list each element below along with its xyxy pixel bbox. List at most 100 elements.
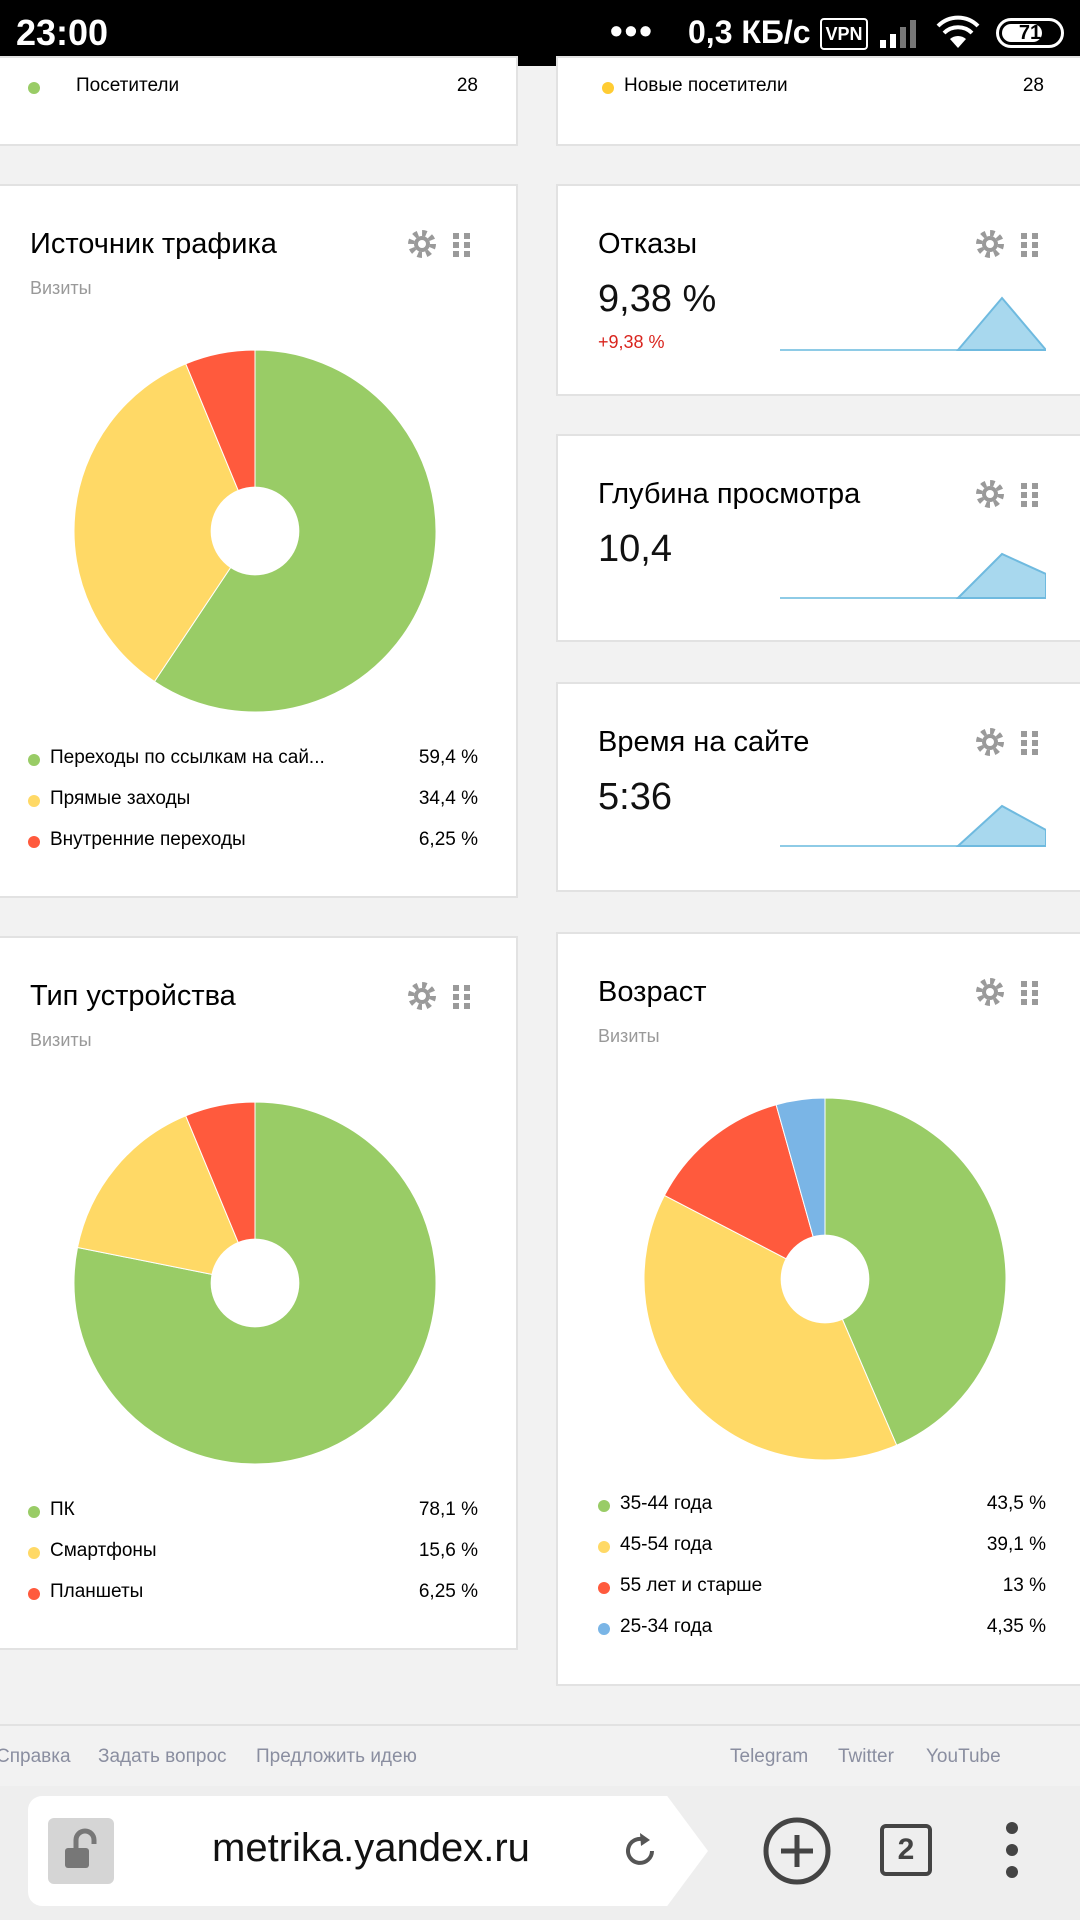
url-text[interactable]: metrika.yandex.ru [212,1826,530,1870]
new-visitors-card: Новые посетители 28 [556,56,1080,146]
gear-icon[interactable] [406,228,438,260]
legend-label: 45-54 года [620,1534,713,1555]
ask-question-link[interactable]: Задать вопрос [98,1746,227,1767]
legend-dot [28,836,40,848]
legend-dot [28,1547,40,1559]
legend-row: Посетители 28 [26,72,478,113]
signal-icon [880,20,916,48]
legend-value: 78,1 % [418,1499,478,1520]
pie-slice-3[interactable] [185,1101,256,1284]
battery-level: 71 [1018,22,1042,44]
legend-label: Планшеты [50,1581,144,1602]
gear-icon[interactable] [406,980,438,1012]
bounce-rate-value: 9,38 % [598,278,717,320]
legend-dot [598,1582,610,1594]
browser-toolbar: metrika.yandex.ru 2 [0,1786,1080,1920]
pie-slice-4[interactable] [775,1097,826,1280]
tabs-count-button[interactable]: 2 [880,1824,932,1876]
pie-slice-2[interactable] [73,363,256,683]
site-security-button[interactable] [48,1818,114,1884]
traffic-source-card: Источник трафика Визиты Переходы по ссыл… [0,184,518,898]
visitors-card: Посетители 28 [0,56,518,146]
card-title: Источник трафика [30,228,277,260]
legend-label: Переходы по ссылкам на сай... [50,747,325,768]
telegram-link[interactable]: Telegram [730,1746,809,1767]
more-menu-icon[interactable] [1000,1820,1024,1880]
legend-row: Планшеты 6,25 % [26,1578,478,1619]
legend-row: 45-54 года 39,1 % [596,1531,1046,1572]
legend-label: Внутренние переходы [50,829,246,850]
network-speed: 0,3 КБ/с [688,14,811,50]
traffic-source-legend: Переходы по ссылкам на сай... 59,4 % Пря… [26,744,478,867]
age-card: Возраст Визиты 35-44 года 43,5 % 45-54 г… [556,932,1080,1686]
legend-dot [28,82,40,94]
gear-icon[interactable] [974,726,1006,758]
drag-handle-icon[interactable] [1020,482,1040,508]
card-subtitle: Визиты [598,1026,660,1046]
unlock-icon [65,1828,97,1868]
legend-value: 34,4 % [418,788,478,809]
pie-slice-3[interactable] [185,349,256,532]
legend-value: 6,25 % [418,1581,478,1602]
legend-label: 55 лет и старше [620,1575,763,1596]
time-on-site-value: 5:36 [598,776,672,818]
legend-value: 6,25 % [418,829,478,850]
battery-icon: 71 [996,18,1064,48]
legend-row: 35-44 года 43,5 % [596,1490,1046,1531]
device-type-pie-chart [73,1101,437,1465]
legend-label: ПК [50,1499,75,1520]
pie-slice-3[interactable] [663,1104,826,1280]
gear-icon[interactable] [974,976,1006,1008]
card-title: Время на сайте [598,726,810,758]
pie-slice-2[interactable] [76,1115,256,1284]
card-subtitle: Визиты [30,278,92,298]
drag-handle-icon[interactable] [452,984,472,1010]
drag-handle-icon[interactable] [1020,730,1040,756]
suggest-idea-link[interactable]: Предложить идею [256,1746,417,1767]
pie-slice-1[interactable] [824,1097,1007,1446]
new-visitors-value: 28 [1022,75,1044,96]
legend-dot [28,1588,40,1600]
reload-icon[interactable] [618,1829,662,1873]
legend-row: Прямые заходы 34,4 % [26,785,478,826]
bounce-sparkline [780,296,1046,351]
gear-icon[interactable] [974,228,1006,260]
time-on-site-card: Время на сайте 5:36 [556,682,1080,892]
donut-hole [210,486,300,576]
bounce-card: Отказы 9,38 % +9,38 % [556,184,1080,396]
legend-dot [28,1506,40,1518]
legend-row: 25-34 года 4,35 % [596,1613,1046,1654]
legend-value: 59,4 % [418,747,478,768]
visitors-value: 28 [456,75,478,96]
address-bar[interactable]: metrika.yandex.ru [28,1796,708,1906]
time-on-site-sparkline [780,804,1046,847]
status-time: 23:00 [16,12,109,53]
drag-handle-icon[interactable] [452,232,472,258]
gear-icon[interactable] [974,478,1006,510]
age-pie-chart [643,1097,1007,1461]
donut-hole [780,1234,870,1324]
legend-dot [598,1623,610,1635]
new-tab-icon[interactable] [762,1816,832,1886]
device-type-legend: ПК 78,1 % Смартфоны 15,6 % Планшеты 6,25… [26,1496,478,1619]
drag-handle-icon[interactable] [1020,980,1040,1006]
legend-label: 25-34 года [620,1616,713,1637]
legend-value: 39,1 % [986,1534,1046,1555]
help-link[interactable]: Справка [0,1746,71,1767]
pie-slice-2[interactable] [643,1194,898,1461]
age-legend: 35-44 года 43,5 % 45-54 года 39,1 % 55 л… [596,1490,1046,1654]
legend-dot [28,754,40,766]
card-subtitle: Визиты [30,1030,92,1050]
twitter-link[interactable]: Twitter [838,1746,894,1767]
battery-fill [1002,24,1042,42]
depth-card: Глубина просмотра 10,4 [556,434,1080,642]
youtube-link[interactable]: YouTube [926,1746,1001,1767]
wifi-icon [936,15,980,48]
legend-label: Прямые заходы [50,788,191,809]
drag-handle-icon[interactable] [1020,232,1040,258]
legend-row: ПК 78,1 % [26,1496,478,1537]
legend-label: 35-44 года [620,1493,713,1514]
legend-row: Переходы по ссылкам на сай... 59,4 % [26,744,478,785]
card-title: Возраст [598,976,707,1008]
pie-slice-1[interactable] [73,1101,437,1465]
